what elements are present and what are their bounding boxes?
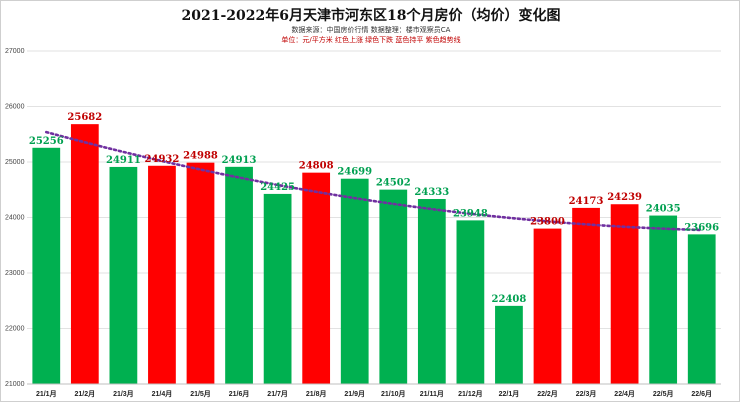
- bar: [417, 199, 446, 384]
- chart-title: 2021-2022年6月天津市河东区18个月房价（均价）变化图: [182, 7, 561, 24]
- gridlines: [27, 50, 721, 385]
- x-axis: 21/1月 21/2月 21/3月 21/4月 21/5月 21/6月 21/7月 21/8月…: [27, 383, 721, 398]
- bar: [379, 189, 408, 384]
- data-label: 23696: [684, 222, 719, 233]
- bar: [32, 147, 61, 384]
- data-label: 24913: [222, 155, 257, 166]
- trendline: [44, 130, 704, 232]
- x-tick-label: 21/3月: [113, 390, 134, 398]
- x-tick-label: 21/1月: [36, 390, 57, 398]
- bar: [610, 204, 639, 384]
- y-tick-label: 24000: [5, 215, 25, 222]
- bar: [572, 207, 600, 384]
- bar: [687, 234, 716, 384]
- bars: [32, 124, 716, 385]
- bar: [148, 165, 176, 384]
- data-label: 25682: [67, 112, 102, 123]
- bar: [649, 215, 678, 384]
- data-label: 23800: [530, 217, 565, 228]
- x-tick-label: 22/4月: [614, 390, 635, 398]
- data-labels: 25256 25682 24911 24932 24988 24913 24425 24808…: [29, 112, 719, 305]
- x-tick-label: 21/9月: [344, 390, 365, 398]
- data-label: 24239: [607, 192, 642, 203]
- chart-note: 单位：元/平方米 红色上涨 绿色下跌 蓝色持平 紫色趋势线: [281, 35, 460, 44]
- trendline-group: [44, 130, 704, 232]
- bar: [533, 228, 562, 384]
- data-label: 24988: [183, 151, 218, 162]
- data-label: 23948: [453, 208, 488, 219]
- x-tick-label: 21/5月: [190, 390, 211, 398]
- data-label: 24333: [414, 187, 449, 198]
- data-label: 24932: [145, 154, 180, 165]
- bar: [456, 220, 485, 384]
- y-tick-label: 27000: [5, 48, 25, 55]
- data-label: 22408: [492, 294, 527, 305]
- data-label: 24425: [260, 182, 295, 193]
- bar: [340, 178, 369, 384]
- bar: [186, 162, 215, 384]
- x-tick-label: 21/8月: [306, 390, 327, 398]
- bar: [302, 172, 331, 384]
- x-tick-label: 22/5月: [653, 390, 674, 398]
- x-tick-label: 21/7月: [267, 390, 288, 398]
- x-tick-label: 21/4月: [152, 390, 173, 398]
- bar: [109, 166, 138, 384]
- x-tick-label: 21/2月: [75, 390, 96, 398]
- data-label: 24173: [569, 196, 604, 207]
- y-tick-label: 23000: [5, 270, 25, 277]
- x-tick-label: 22/6月: [691, 390, 712, 398]
- chart-subtitle: 数据来源：中国房价行情 数据整理：楼市观察员CA: [292, 25, 451, 34]
- y-tick-label: 21000: [5, 381, 25, 388]
- x-tick-label: 21/11月: [420, 390, 444, 398]
- x-tick-label: 22/1月: [499, 390, 520, 398]
- y-tick-label: 22000: [5, 326, 25, 333]
- bar: [263, 193, 292, 384]
- y-tick-label: 26000: [5, 104, 25, 111]
- y-tick-label: 25000: [5, 159, 25, 166]
- data-label: 25256: [29, 136, 64, 147]
- bar: [70, 124, 99, 385]
- x-tick-label: 22/3月: [576, 390, 597, 398]
- data-label: 24699: [337, 167, 372, 178]
- data-label: 24502: [376, 178, 411, 189]
- x-tick-label: 22/2月: [537, 390, 558, 398]
- bar: [495, 305, 523, 384]
- data-label: 24911: [106, 155, 141, 166]
- x-tick-label: 21/10月: [381, 390, 406, 398]
- x-tick-label: 21/12月: [458, 390, 483, 398]
- x-tick-label: 21/6月: [229, 390, 250, 398]
- y-axis: 21000 22000 23000 24000 25000 26000 27000: [5, 48, 25, 388]
- data-label: 24035: [646, 204, 681, 215]
- bar: [225, 166, 253, 384]
- data-label: 24808: [299, 161, 334, 172]
